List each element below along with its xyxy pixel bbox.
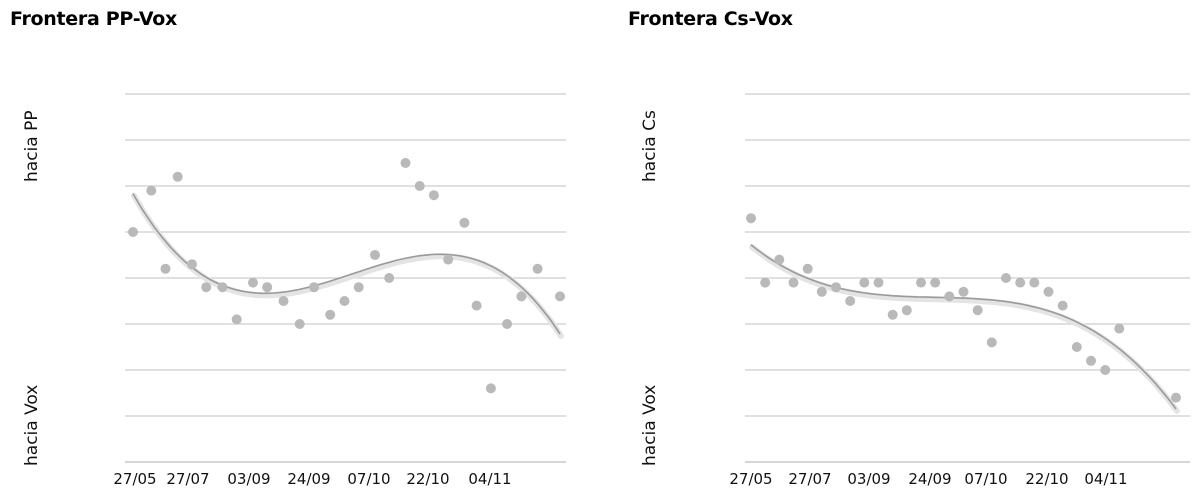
data-point	[972, 305, 983, 316]
data-point	[845, 296, 856, 306]
data-point	[831, 282, 841, 293]
data-point	[516, 291, 527, 302]
chart-title: Frontera Cs-Vox	[628, 8, 793, 30]
x-tick-label: 27/07	[788, 470, 831, 488]
data-point	[916, 277, 926, 288]
data-point	[873, 277, 884, 288]
data-point	[760, 277, 771, 288]
data-point	[944, 291, 955, 302]
x-tick-label: 04/11	[1084, 470, 1127, 488]
data-point	[958, 286, 969, 297]
x-tick-label: 27/07	[166, 470, 209, 488]
data-point	[774, 254, 785, 265]
data-point	[802, 263, 813, 274]
data-point	[231, 314, 242, 325]
data-point	[262, 282, 273, 293]
data-point	[1086, 355, 1096, 366]
data-point	[353, 282, 364, 293]
data-point	[217, 282, 228, 293]
data-point	[485, 383, 496, 394]
x-tick-label: 27/05	[113, 470, 156, 488]
data-point	[172, 171, 183, 182]
data-point	[384, 273, 395, 283]
data-point	[146, 185, 157, 196]
data-point	[1015, 277, 1026, 288]
data-point	[1100, 365, 1111, 375]
data-point	[930, 277, 941, 288]
x-tick-label: 03/09	[847, 470, 890, 488]
data-point	[1001, 273, 1011, 283]
data-point	[1071, 342, 1082, 352]
chart-plot-area: 27/05 27/07 03/09 24/09 07/10 22/10 04/11	[729, 93, 1190, 488]
trendline-shadow	[749, 243, 1180, 414]
data-point	[859, 277, 870, 288]
data-point	[1171, 392, 1181, 403]
x-tick-label: 24/09	[287, 470, 330, 488]
data-point	[1114, 323, 1125, 334]
data-point	[400, 158, 411, 168]
data-point	[459, 217, 470, 228]
trendline-shadow	[131, 192, 564, 339]
data-point	[816, 286, 827, 297]
data-point	[555, 291, 565, 302]
data-point	[788, 277, 799, 288]
data-point	[414, 181, 425, 191]
data-point	[428, 190, 439, 201]
data-point	[746, 213, 756, 224]
data-point	[471, 300, 482, 311]
data-point	[325, 309, 336, 320]
trendline	[132, 193, 561, 335]
data-point	[887, 309, 898, 320]
data-point	[370, 250, 380, 260]
x-tick-label: 04/11	[468, 470, 511, 488]
chart-panel-cs-vox: Frontera Cs-Vox hacia Cs hacia Vox 27/05…	[600, 0, 1200, 502]
data-point	[294, 319, 305, 329]
chart-panel-pp-vox: Frontera PP-Vox hacia PP hacia Vox 27/05…	[10, 8, 566, 488]
data-point	[160, 263, 171, 274]
chart-title: Frontera PP-Vox	[10, 8, 177, 30]
trendline	[750, 244, 1177, 410]
data-point	[443, 254, 454, 265]
x-tick-label: 07/10	[964, 470, 1007, 488]
data-point	[502, 319, 513, 329]
data-point	[1043, 286, 1054, 297]
data-point	[278, 296, 289, 306]
data-point	[309, 282, 319, 293]
data-point	[986, 337, 997, 348]
data-point	[201, 282, 212, 293]
chart-plot-area: 27/05 27/07 03/09 24/09 07/10 22/10 04/11	[113, 93, 566, 488]
x-tick-label: 27/05	[729, 470, 772, 488]
x-tick-label: 22/10	[1025, 470, 1068, 488]
data-point	[187, 259, 197, 270]
data-point	[128, 227, 138, 237]
data-point	[1057, 300, 1068, 311]
data-point	[1029, 277, 1040, 288]
x-tick-label: 22/10	[406, 470, 449, 488]
data-point	[901, 305, 912, 316]
x-tick-label: 07/10	[347, 470, 390, 488]
x-tick-label: 03/09	[227, 470, 270, 488]
data-point	[248, 277, 258, 288]
data-point	[339, 296, 350, 306]
data-point	[532, 263, 543, 274]
x-tick-label: 24/09	[908, 470, 951, 488]
